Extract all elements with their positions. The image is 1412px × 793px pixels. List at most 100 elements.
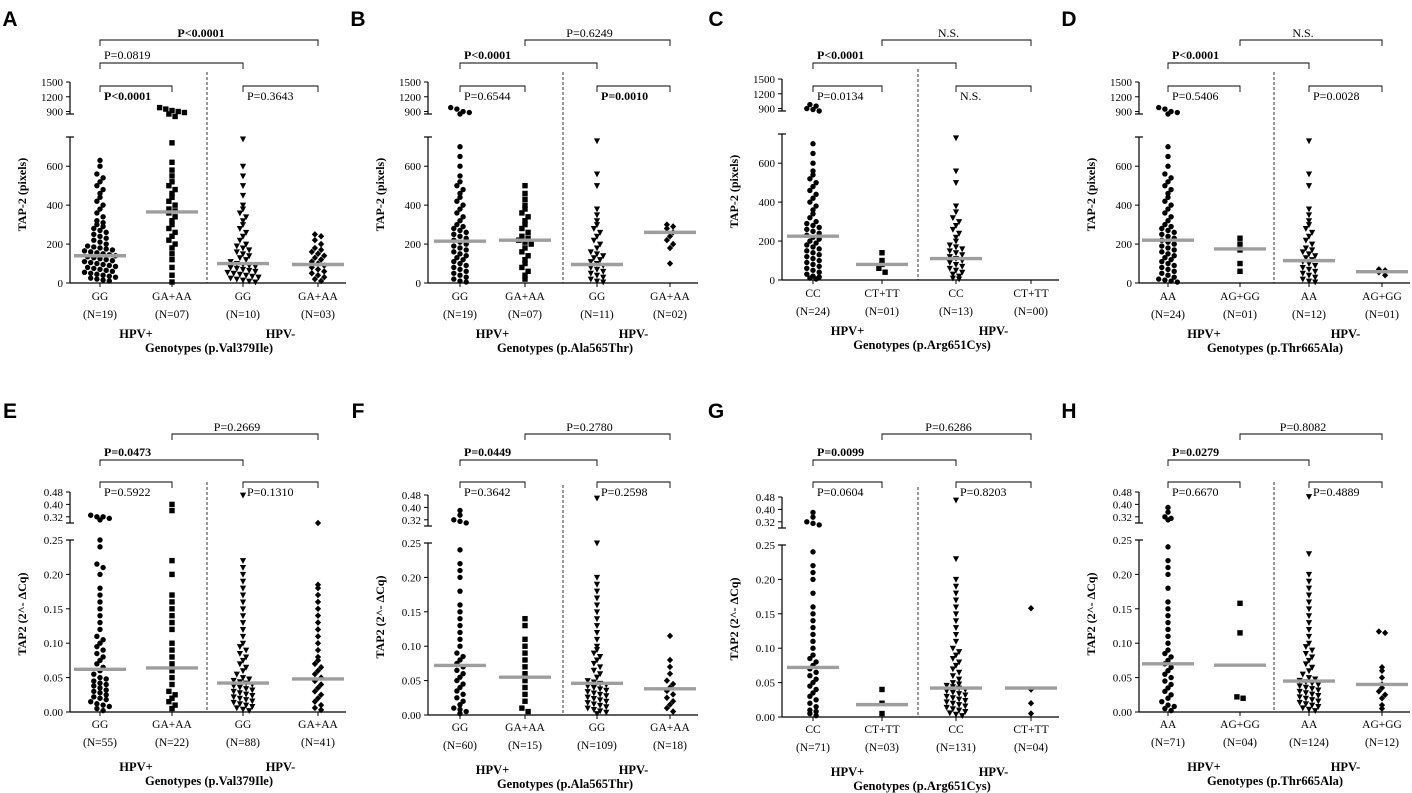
data-point [454, 695, 460, 701]
data-point [314, 581, 322, 588]
data-point [318, 256, 325, 263]
data-point [311, 231, 318, 238]
data-point [597, 691, 604, 698]
data-point [597, 257, 604, 264]
data-point [88, 249, 94, 255]
data-point [463, 253, 469, 259]
data-point [600, 279, 607, 286]
data-point [593, 711, 601, 718]
data-point [952, 604, 960, 611]
data-point [603, 693, 610, 700]
data-point [1309, 691, 1316, 698]
data-point [593, 602, 601, 609]
data-point [1309, 241, 1316, 248]
bracket-line [1167, 85, 1241, 92]
data-point [584, 678, 591, 685]
data-point [816, 251, 822, 258]
significance-bracket: P=0.6249 [524, 26, 671, 46]
data-point [103, 241, 109, 247]
significance-bracket: P=0.0028 [1308, 85, 1383, 103]
panel-B: B 0 200 400 600 900 1200 1500 TAP-2 (pixels) GG (N… [350, 8, 698, 355]
category-n-label: (N=55) [83, 737, 117, 749]
data-point [454, 221, 460, 228]
bracket-line [171, 433, 319, 440]
group-label-hpv-negative: HPV- [266, 327, 296, 341]
panel-H: H 0.00 0.05 0.10 0.15 0.20 0.25 0.320.400.48 TAP… [1061, 400, 1410, 788]
data-point [239, 233, 247, 240]
data-point [94, 221, 100, 228]
data-point [1378, 667, 1386, 674]
data-point [233, 671, 240, 678]
category-label: AA [1160, 719, 1177, 731]
data-point [1305, 668, 1313, 675]
data-point [1165, 695, 1171, 701]
data-point [587, 249, 594, 256]
data-point [813, 703, 819, 710]
data-point [1162, 210, 1168, 216]
data-point [246, 253, 253, 260]
data-point [97, 537, 103, 543]
data-point [956, 696, 963, 703]
p-value-label: P=0.0473 [104, 445, 151, 459]
significance-bracket: N.S. [1239, 26, 1383, 46]
data-points [879, 686, 885, 717]
data-point [593, 629, 601, 636]
significance-bracket: P=0.6286 [881, 420, 1032, 440]
data-point [166, 698, 172, 705]
data-point [169, 218, 175, 224]
significance-bracket: P=0.0473 [99, 445, 244, 466]
data-point [593, 674, 601, 681]
data-point [169, 167, 175, 173]
bracket-line [596, 481, 671, 488]
panel-letter: G [708, 400, 724, 423]
category-n-label: (N=88) [226, 737, 260, 749]
data-point [239, 136, 247, 143]
data-point [949, 271, 956, 278]
data-point [1315, 682, 1322, 688]
data-point [1315, 693, 1322, 699]
data-point [100, 175, 106, 181]
data-point [243, 272, 250, 279]
y-tick-label: 0.40 [756, 504, 776, 516]
data-point [522, 190, 528, 197]
data-point [169, 640, 175, 646]
data-point [94, 210, 100, 216]
data-point [239, 492, 247, 499]
data-point [810, 514, 816, 520]
data-point [311, 704, 318, 712]
data-point [97, 179, 103, 185]
data-point [236, 651, 243, 657]
bracket-line [242, 85, 319, 92]
data-point [239, 613, 247, 620]
data-point [1296, 694, 1303, 701]
data-point [519, 233, 525, 239]
data-point [1309, 697, 1316, 704]
data-point [1315, 687, 1322, 694]
data-point [1305, 606, 1313, 613]
data-point [1299, 276, 1306, 283]
bracket-line [812, 85, 883, 92]
panel-letter: A [2, 8, 17, 31]
data-point [239, 245, 247, 252]
category-label: CC [805, 724, 821, 736]
data-point [946, 242, 953, 249]
data-point [1168, 223, 1174, 230]
significance-bracket: P<0.0001 [1167, 48, 1310, 69]
data-point [1165, 245, 1171, 251]
x-axis-title: Genotypes (p.Val379Ile) [145, 341, 273, 355]
category-label: AG+GG [1362, 719, 1402, 731]
data-point [952, 611, 960, 618]
data-point [169, 619, 175, 626]
data-point [457, 190, 463, 197]
significance-bracket: P=0.5406 [1167, 85, 1241, 103]
data-point [1237, 600, 1243, 606]
data-point [318, 240, 325, 248]
data-point [94, 198, 100, 204]
data-point [88, 270, 94, 276]
data-point [239, 578, 247, 585]
data-points [308, 231, 328, 285]
data-point [457, 245, 463, 251]
y-tick-label: 0.48 [1113, 487, 1133, 499]
category-n-label: (N=22) [155, 737, 189, 749]
y-tick-label: 0.05 [402, 676, 422, 688]
